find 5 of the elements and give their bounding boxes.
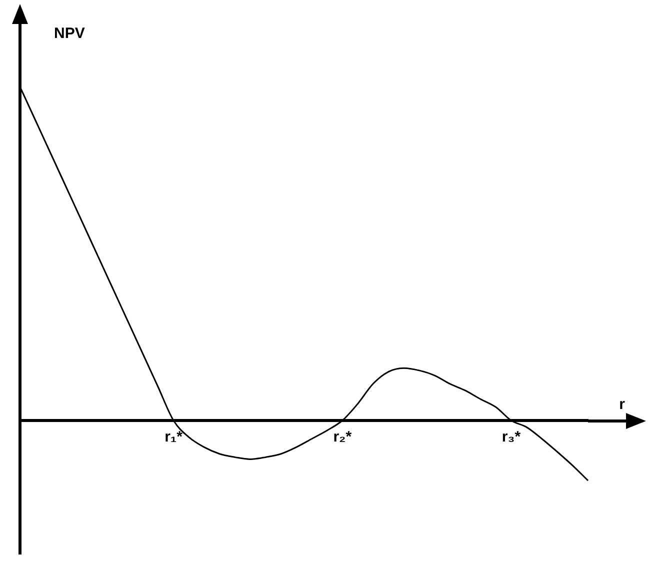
y-axis-title: NPV — [54, 25, 85, 42]
x-axis-title: r — [619, 396, 626, 414]
x-tick-label: r₁* — [164, 428, 183, 446]
x-tick-label: r₃* — [502, 428, 521, 446]
x-tick-label: r₂* — [333, 428, 352, 446]
